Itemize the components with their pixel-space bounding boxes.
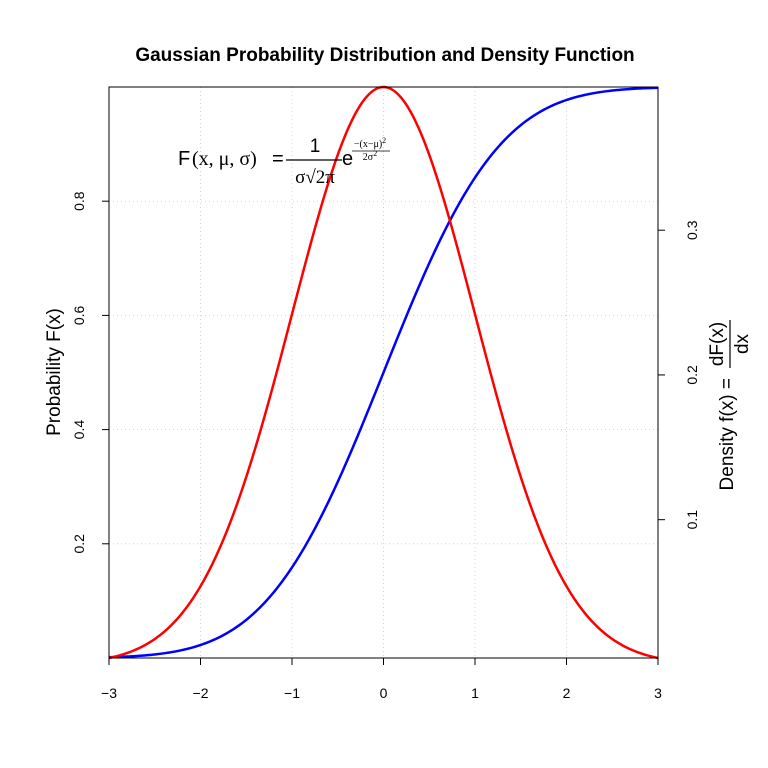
left-tick-label-2: 0.6 — [71, 305, 87, 325]
formula-equals: = — [272, 148, 284, 170]
formula-annotation: F (x, μ, σ) = 1 σ√2π e −(x−μ)2 2σ2 — [178, 136, 390, 188]
right-axis-label-numerator: dF(x) — [707, 322, 728, 366]
formula-lhs-args: (x, μ, σ) — [192, 148, 257, 170]
right-axis-label-denominator: dx — [732, 333, 753, 354]
right-tick-label-2: 0.3 — [684, 220, 700, 240]
left-tick-label-1: 0.4 — [71, 420, 87, 440]
left-tick-label-0: 0.2 — [71, 534, 87, 554]
formula-lhs-func: F — [178, 148, 190, 170]
formula-exp-denominator-text: 2σ — [363, 152, 374, 163]
x-axis: −3 −2 −1 0 1 2 3 — [101, 657, 662, 701]
formula-exp-numerator-text: −(x−μ) — [354, 139, 382, 150]
data-curves — [108, 85, 659, 660]
right-y-axis: 0.1 0.2 0.3 — [658, 220, 700, 529]
x-tick-label-3: 0 — [380, 685, 388, 701]
x-tick-label-2: −1 — [284, 685, 300, 701]
left-y-axis: 0.2 0.4 0.6 0.8 — [71, 191, 109, 554]
formula-exp-base: e — [342, 148, 353, 170]
right-tick-label-1: 0.2 — [684, 365, 700, 385]
formula-exp-denominator-power: 2 — [373, 149, 377, 158]
formula-frac-denominator: σ√2π — [295, 167, 335, 188]
x-tick-label-0: −3 — [101, 685, 117, 701]
left-tick-label-3: 0.8 — [71, 191, 87, 211]
formula-exp-denominator: 2σ2 — [363, 149, 377, 163]
formula-exp-numerator-power: 2 — [382, 136, 386, 145]
right-axis-label-prefix: Density f(x) = — [717, 378, 738, 490]
formula-exp-numerator: −(x−μ)2 — [354, 136, 386, 150]
x-tick-label-5: 2 — [563, 685, 571, 701]
right-axis-label: Density f(x) = dF(x) dx — [707, 320, 753, 490]
x-tick-label-1: −2 — [193, 685, 209, 701]
formula-frac-numerator: 1 — [310, 136, 321, 157]
cdf-series-line — [108, 86, 659, 659]
x-tick-label-6: 3 — [654, 685, 662, 701]
x-tick-label-4: 1 — [471, 685, 479, 701]
right-tick-label-0: 0.1 — [684, 510, 700, 530]
chart-title: Gaussian Probability Distribution and De… — [135, 45, 634, 66]
left-axis-label: Probability F(x) — [44, 308, 65, 436]
